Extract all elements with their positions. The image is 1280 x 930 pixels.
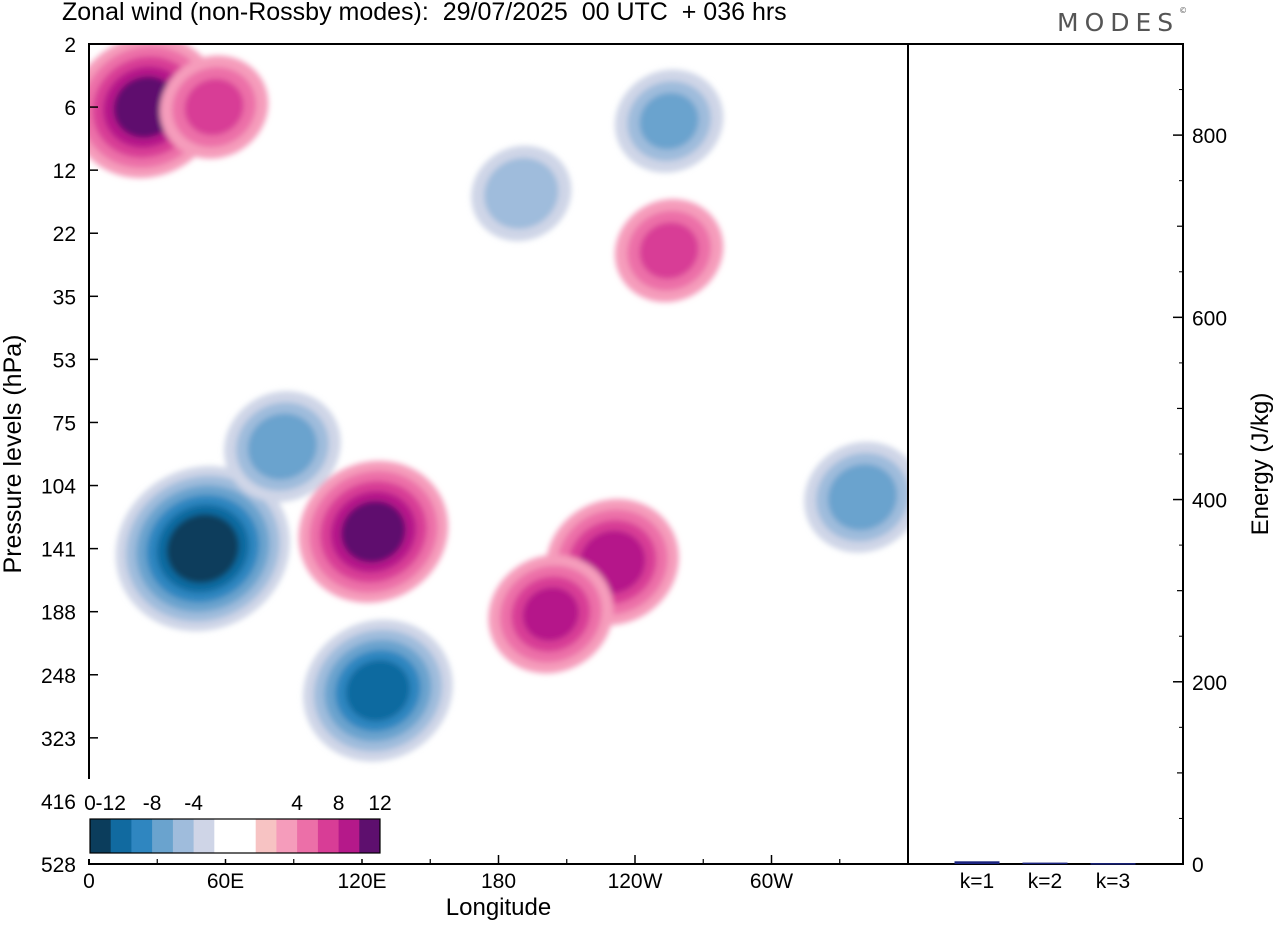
contour-band [345,659,410,722]
contour-band [484,157,559,229]
y-tick-label: 323 [41,728,76,751]
colorbar-swatch [276,819,298,853]
colorbar-swatch [131,819,153,853]
colorbar-swatch [152,819,174,853]
wind-field [89,44,908,762]
brand-logo: MODES© [1057,6,1188,37]
contour-band [184,78,244,136]
y-tick-label: 528 [41,854,76,877]
contour-band [247,413,318,480]
y-tick-label: 416 [41,791,76,814]
y-tick-label: 2 [64,34,76,57]
x-tick-label: 60E [207,870,244,893]
contour-band [639,92,699,150]
y-axis-label: Pressure levels (hPa) [0,335,27,574]
brand-name: MODES [1057,8,1180,37]
y-tick-label: 188 [41,602,76,625]
wind-feature-10 [614,199,724,303]
energy-tick-label: 600 [1192,307,1227,330]
energy-tick-label: 0 [1192,854,1204,877]
energy-category-label: k=1 [960,870,994,893]
colorbar: -12 -8 -4 0 4 8 12 [84,779,392,859]
x-tick-label: 120E [337,870,386,893]
contour-band [827,464,898,531]
wind-feature-1 [303,619,453,762]
y-tick-label: 35 [53,286,76,309]
colorbar-swatch [359,819,381,853]
colorbar-swatch [317,819,340,853]
energy-tick-label: 800 [1192,125,1227,148]
wind-feature-9 [224,391,341,503]
colorbar-swatch [255,819,277,853]
contour-band [522,587,579,641]
y-tick-label: 6 [64,97,76,120]
colorbar-label: 4 [291,792,303,815]
chart-title: Zonal wind (non-Rossby modes): 29/07/202… [62,0,787,26]
energy-panel: 0 200 400 600 800 k=1 k=2 k=3 Energy (J/kg) [907,43,1274,893]
colorbar-frame [89,818,381,854]
colorbar-label: 0 [84,792,96,815]
x-tick-label: 180 [481,870,516,893]
y-tick-label: 248 [41,665,76,688]
wind-feature-7 [471,145,572,242]
colorbar-swatch [297,819,319,853]
y-tick-label: 75 [53,412,76,435]
y-tick-label: 12 [53,160,76,183]
energy-bar [954,861,1000,864]
contour-band [639,222,699,279]
x-axis-label: Longitude [446,894,551,921]
y-tick-label: 141 [41,539,76,562]
energy-bar [1022,862,1068,865]
energy-bar [1090,863,1136,865]
colorbar-swatch [214,819,236,853]
x-tick-label: 0 [83,870,95,893]
wind-feature-8 [614,69,724,173]
brand-mark: © [1179,6,1188,15]
contour-band [166,514,239,584]
energy-frame [907,43,1184,865]
colorbar-swatch [110,819,132,853]
wind-feature-6 [804,441,908,553]
colorbar-swatch [193,819,215,853]
colorbar-label: -4 [184,792,203,815]
y-tick-label: 104 [41,476,76,499]
colorbar-swatch [172,819,195,853]
y-tick-label: 53 [53,349,76,372]
wind-feature-11 [159,55,269,159]
y-tick-label: 22 [53,223,76,246]
energy-category-label: k=3 [1096,870,1130,893]
colorbar-swatch [90,819,112,853]
energy-axis-label: Energy (J/kg) [1247,393,1274,536]
energy-category-label: k=2 [1028,870,1062,893]
wind-feature-5 [488,554,614,674]
contour-band [341,501,406,563]
colorbar-label: -8 [143,792,162,815]
colorbar-swatch [338,819,360,853]
x-tick-label: 120W [608,870,663,893]
energy-tick-label: 400 [1192,490,1227,513]
wind-contours [89,44,908,762]
wind-feature-2 [298,460,449,603]
colorbar-label: -12 [96,792,126,815]
colorbar-label: 8 [333,792,345,815]
x-tick-label: 60W [750,870,793,893]
colorbar-label: 12 [368,792,391,815]
energy-tick-label: 200 [1192,672,1227,695]
wind-feature-0 [115,466,290,632]
colorbar-swatch [235,819,257,853]
